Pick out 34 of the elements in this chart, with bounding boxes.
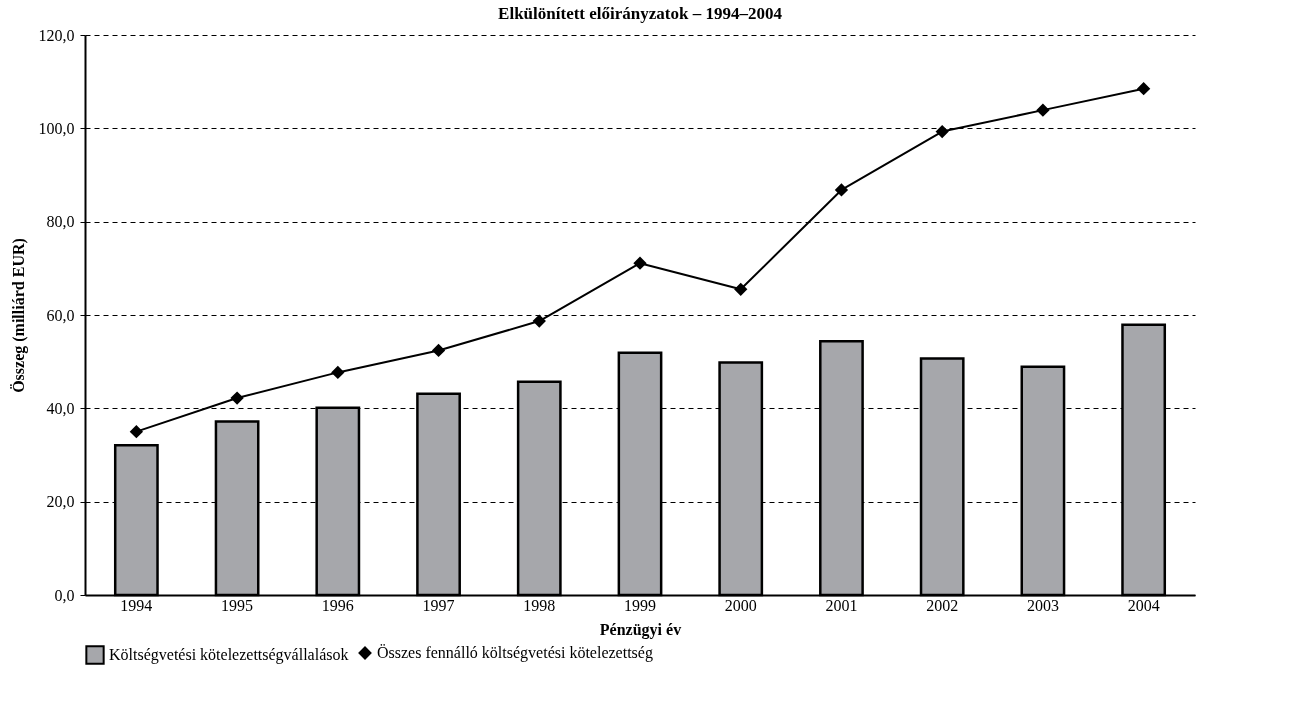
x-tick-label: 2002 bbox=[926, 596, 959, 614]
point bbox=[1137, 82, 1150, 95]
point bbox=[835, 183, 848, 197]
x-axis-title: Pénzügyi év bbox=[599, 620, 682, 639]
x-tick-label: 2001 bbox=[825, 596, 858, 614]
y-tick-label: 100,0 bbox=[38, 119, 75, 137]
x-tick-label: 1995 bbox=[221, 596, 254, 614]
point bbox=[935, 125, 949, 138]
x-tick-label: 1997 bbox=[422, 596, 455, 614]
point bbox=[230, 391, 244, 405]
x-tick-label: 1999 bbox=[624, 596, 656, 614]
x-tick-label: 1994 bbox=[120, 596, 153, 614]
point bbox=[331, 366, 345, 379]
y-tick-label: 80,0 bbox=[46, 213, 75, 231]
y-tick-label: 40,0 bbox=[46, 399, 75, 417]
x-tick-label: 1996 bbox=[321, 596, 354, 614]
point bbox=[633, 256, 647, 270]
point bbox=[1036, 103, 1050, 117]
y-tick-label: 20,0 bbox=[46, 493, 75, 511]
y-tick-label: 60,0 bbox=[46, 306, 75, 324]
y-tick-label: 0,0 bbox=[54, 586, 75, 604]
x-tick-label: 2004 bbox=[1127, 596, 1160, 614]
chart-title: Elkülönített előirányzatok – 1994–2004 bbox=[498, 4, 783, 23]
legend-label: Összes fennálló költségvetési kötelezettség bbox=[377, 644, 653, 662]
x-tick-label: 2000 bbox=[724, 596, 757, 614]
y-axis-title: Összeg (milliárd EUR) bbox=[9, 238, 28, 393]
point bbox=[432, 344, 445, 357]
point bbox=[533, 314, 546, 328]
point bbox=[130, 425, 143, 438]
y-tick-label: 120,0 bbox=[38, 26, 75, 44]
x-tick-label: 1998 bbox=[523, 596, 556, 614]
legend-label: Költségvetési kötelezettségvállalások bbox=[109, 646, 349, 664]
x-tick-label: 2003 bbox=[1026, 596, 1059, 614]
point bbox=[734, 283, 747, 296]
